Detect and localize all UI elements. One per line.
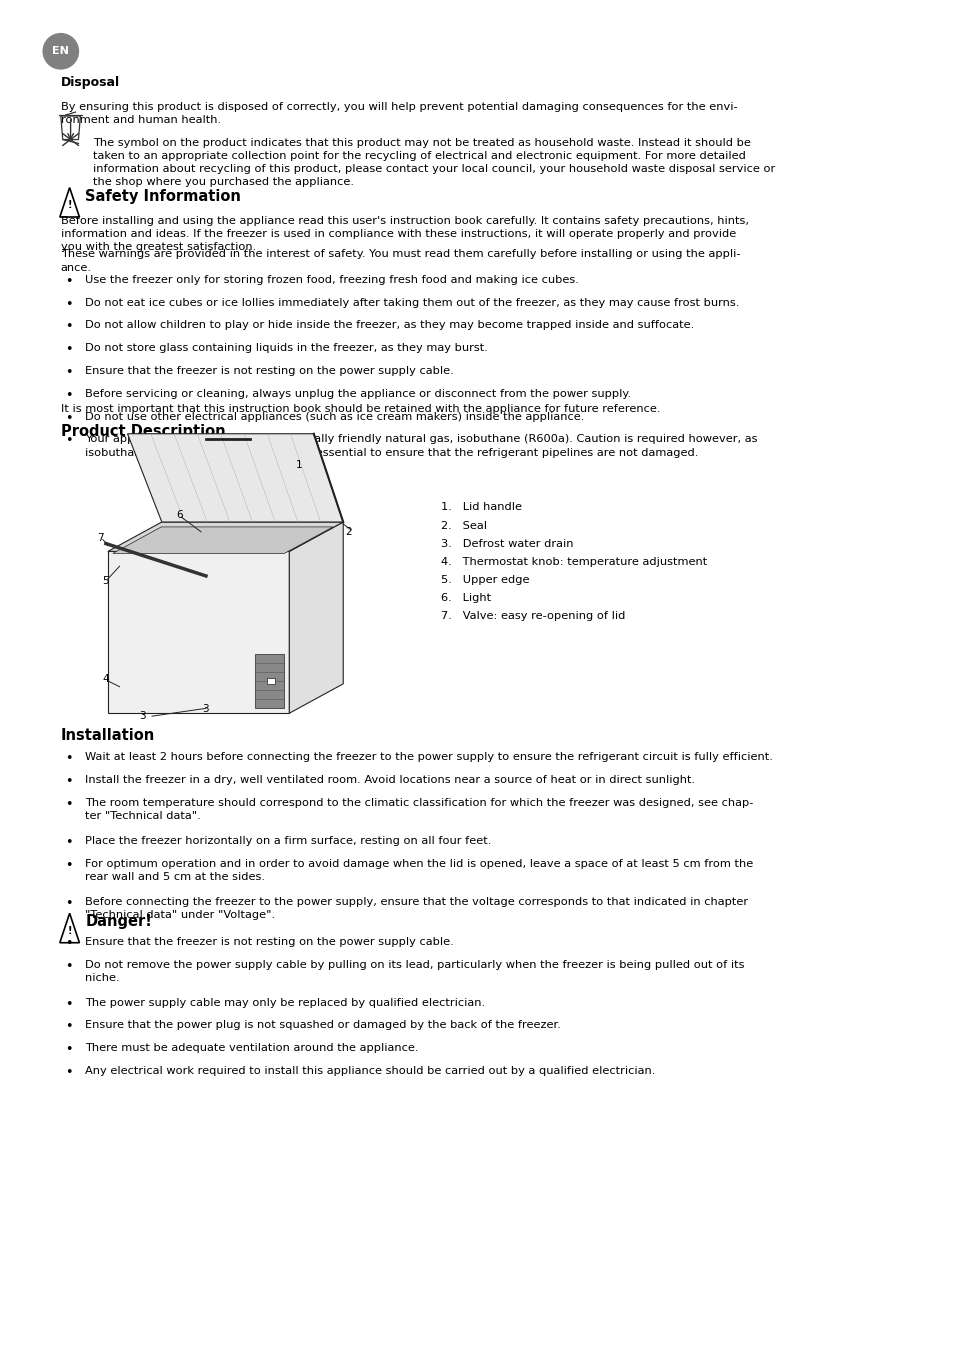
Text: By ensuring this product is disposed of correctly, you will help prevent potenti: By ensuring this product is disposed of … xyxy=(61,103,737,125)
Text: •: • xyxy=(65,959,72,973)
Text: 1: 1 xyxy=(295,460,302,469)
Text: Ensure that the power plug is not squashed or damaged by the back of the freezer: Ensure that the power plug is not squash… xyxy=(85,1020,560,1031)
Text: •: • xyxy=(65,389,72,402)
Text: •: • xyxy=(65,936,72,950)
Text: The power supply cable may only be replaced by qualified electrician.: The power supply cable may only be repla… xyxy=(85,998,485,1008)
Text: •: • xyxy=(65,1066,72,1079)
Text: 4.   Thermostat knob: temperature adjustment: 4. Thermostat knob: temperature adjustme… xyxy=(441,557,707,567)
Polygon shape xyxy=(112,527,333,553)
Text: •: • xyxy=(65,343,72,356)
Text: Before connecting the freezer to the power supply, ensure that the voltage corre: Before connecting the freezer to the pow… xyxy=(85,897,748,920)
Text: Do not store glass containing liquids in the freezer, as they may burst.: Do not store glass containing liquids in… xyxy=(85,343,488,353)
Text: 2: 2 xyxy=(344,527,351,537)
Text: •: • xyxy=(65,836,72,849)
Text: •: • xyxy=(65,859,72,871)
Bar xyxy=(267,679,274,684)
Text: •: • xyxy=(65,897,72,909)
Text: EN: EN xyxy=(52,46,70,57)
Text: !: ! xyxy=(68,200,71,210)
Text: •: • xyxy=(65,298,72,310)
Text: •: • xyxy=(65,411,72,425)
Text: !: ! xyxy=(68,925,71,936)
Text: 6.   Light: 6. Light xyxy=(441,594,491,603)
Polygon shape xyxy=(289,522,343,714)
Text: Do not remove the power supply cable by pulling on its lead, particularly when t: Do not remove the power supply cable by … xyxy=(85,959,744,983)
Text: These warnings are provided in the interest of safety. You must read them carefu: These warnings are provided in the inter… xyxy=(61,250,740,272)
Text: 6: 6 xyxy=(176,510,183,521)
Text: Installation: Installation xyxy=(61,728,155,743)
Polygon shape xyxy=(254,654,284,708)
Text: •: • xyxy=(65,366,72,379)
Text: Your appliance contains an environmentally friendly natural gas, isobuthane (R60: Your appliance contains an environmental… xyxy=(85,434,757,457)
Text: •: • xyxy=(65,753,72,765)
Text: Place the freezer horizontally on a firm surface, resting on all four feet.: Place the freezer horizontally on a firm… xyxy=(85,836,491,846)
Text: There must be adequate ventilation around the appliance.: There must be adequate ventilation aroun… xyxy=(85,1043,418,1054)
Text: •: • xyxy=(65,321,72,333)
Polygon shape xyxy=(108,522,343,552)
Text: Do not use other electrical appliances (such as ice cream makers) inside the app: Do not use other electrical appliances (… xyxy=(85,411,584,422)
Text: Do not allow children to play or hide inside the freezer, as they may become tra: Do not allow children to play or hide in… xyxy=(85,321,694,331)
Text: •: • xyxy=(65,776,72,788)
Text: 4: 4 xyxy=(103,674,109,684)
Text: Wait at least 2 hours before connecting the freezer to the power supply to ensur: Wait at least 2 hours before connecting … xyxy=(85,753,772,762)
Text: Disposal: Disposal xyxy=(61,76,120,89)
Circle shape xyxy=(43,34,78,69)
Text: •: • xyxy=(65,1043,72,1056)
Text: •: • xyxy=(65,434,72,448)
Text: 3.   Defrost water drain: 3. Defrost water drain xyxy=(441,538,573,549)
Text: The room temperature should correspond to the climatic classification for which : The room temperature should correspond t… xyxy=(85,799,753,822)
Text: Any electrical work required to install this appliance should be carried out by : Any electrical work required to install … xyxy=(85,1066,655,1077)
Text: Do not eat ice cubes or ice lollies immediately after taking them out of the fre: Do not eat ice cubes or ice lollies imme… xyxy=(85,298,739,308)
Polygon shape xyxy=(108,552,289,714)
Text: 3: 3 xyxy=(202,704,209,715)
Text: 7: 7 xyxy=(96,533,103,542)
Text: Before installing and using the appliance read this user's instruction book care: Before installing and using the applianc… xyxy=(61,216,748,252)
Text: •: • xyxy=(65,998,72,1010)
Text: Install the freezer in a dry, well ventilated room. Avoid locations near a sourc: Install the freezer in a dry, well venti… xyxy=(85,776,695,785)
Polygon shape xyxy=(128,434,343,522)
Text: 5.   Upper edge: 5. Upper edge xyxy=(441,575,529,585)
Text: •: • xyxy=(65,799,72,811)
Text: Ensure that the freezer is not resting on the power supply cable.: Ensure that the freezer is not resting o… xyxy=(85,936,454,947)
Text: The symbol on the product indicates that this product may not be treated as hous: The symbol on the product indicates that… xyxy=(93,138,775,188)
Text: Danger!: Danger! xyxy=(85,915,152,929)
Text: 5: 5 xyxy=(103,576,109,585)
Text: 7.   Valve: easy re-opening of lid: 7. Valve: easy re-opening of lid xyxy=(441,611,625,622)
Text: •: • xyxy=(65,1020,72,1033)
Text: 1.   Lid handle: 1. Lid handle xyxy=(441,502,521,513)
Text: Product Description: Product Description xyxy=(61,424,225,438)
Text: Ensure that the freezer is not resting on the power supply cable.: Ensure that the freezer is not resting o… xyxy=(85,366,454,376)
Text: •: • xyxy=(65,275,72,287)
Text: Use the freezer only for storing frozen food, freezing fresh food and making ice: Use the freezer only for storing frozen … xyxy=(85,275,578,285)
Text: 3: 3 xyxy=(139,711,146,722)
Text: For optimum operation and in order to avoid damage when the lid is opened, leave: For optimum operation and in order to av… xyxy=(85,859,753,882)
Text: It is most important that this instruction book should be retained with the appl: It is most important that this instructi… xyxy=(61,405,659,414)
Text: 2.   Seal: 2. Seal xyxy=(441,521,487,530)
Text: Before servicing or cleaning, always unplug the appliance or disconnect from the: Before servicing or cleaning, always unp… xyxy=(85,389,631,399)
Text: Safety Information: Safety Information xyxy=(85,189,241,204)
